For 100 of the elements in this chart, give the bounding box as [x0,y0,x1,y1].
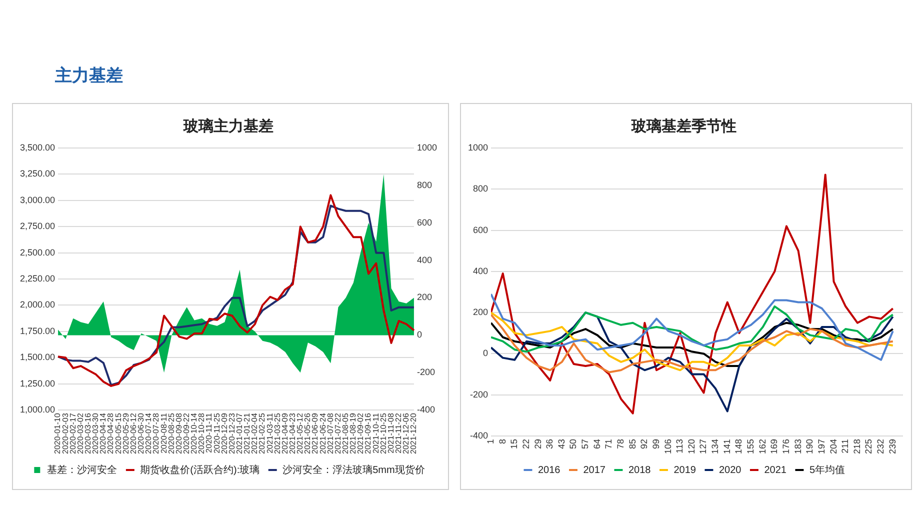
x-tick-label: 2020-11-25 [212,412,222,454]
x-tick-label: 2020-04-28 [106,412,116,454]
x-tick-label: 2020-02-03 [60,412,70,454]
x-tick-label: 113 [674,438,685,454]
x-tick-label: 232 [876,438,886,454]
x-tick-label: 2020-03-30 [91,412,100,454]
y-tick-label: 3,250.00 [20,168,56,179]
x-tick-label: 2020-06-30 [136,412,146,454]
legend-label: 5年均值 [809,464,846,476]
y-tick-label: 2,000.00 [20,300,56,310]
x-tick-label: 239 [887,438,898,454]
x-tick-label: 2021-01-07 [234,412,244,454]
x-tick-label: 2021-03-25 [272,412,282,454]
x-tick-label: 78 [616,438,626,449]
x-tick-label: 197 [816,438,826,454]
x-tick-label: 2020-03-16 [84,412,93,454]
x-tick-label: 2021-05-26 [303,412,312,454]
x-tick-label: 2020-08-25 [166,412,176,454]
y-tick-label: 3,500.00 [20,142,56,152]
x-tick-label: 85 [627,438,638,449]
x-tick-label: 2021-07-22 [333,412,342,454]
legend-label: 2020 [718,464,742,476]
x-tick-label: 99 [650,438,661,449]
y-tick-label: 1,500.00 [20,352,56,362]
x-tick-label: 2020-10-14 [190,412,199,454]
x-tick-label: 2021-09-16 [364,412,373,454]
y-tick-label: 1,750.00 [20,326,56,336]
x-tick-label: 2020-06-12 [128,412,138,454]
y-tick-label: -400 [470,430,488,440]
y-tick-label: 1000 [468,142,488,152]
x-tick-label: 2020-02-17 [68,412,78,454]
y2-tick-label: -200 [416,367,435,378]
y-tick-label: 800 [472,184,488,194]
x-tick-label: 218 [852,438,862,454]
x-tick-label: 2021-05-12 [296,412,305,454]
x-tick-label: 148 [734,438,744,454]
legend-label: 2019 [674,464,696,476]
x-tick-label: 2021-06-24 [318,412,328,454]
x-tick-label: 71 [604,438,614,449]
y-tick-label: -200 [470,389,488,400]
x-tick-label: 183 [792,438,803,454]
x-tick-label: 120 [686,438,696,454]
x-tick-label: 2021-10-11 [371,412,380,454]
legend-label: 2021 [764,464,787,476]
x-tick-label: 2020-10-28 [197,412,206,454]
x-tick-label: 2020-01-10 [53,412,62,454]
x-tick-label: 2021-09-02 [356,412,366,454]
x-tick-label: 2020-12-09 [220,412,229,454]
x-tick-label: 2020-09-22 [182,412,191,454]
x-tick-label: 190 [804,438,815,454]
x-tick-label: 2021-01-21 [242,412,252,454]
x-tick-label: 2020-07-28 [152,412,161,454]
legend-label: 2016 [538,464,561,476]
y-tick-label: 3,000.00 [20,194,56,205]
x-tick-label: 155 [746,438,756,454]
text: 主力基差 [55,65,123,87]
chart-title: 玻璃主力基差 [182,117,274,136]
y2-tick-label: 1000 [416,142,438,152]
x-tick-label: 204 [828,438,838,454]
x-tick-label: 2021-12-06 [402,412,411,454]
y2-tick-label: 800 [416,180,432,190]
x-tick-label: 57 [580,438,590,449]
x-tick-label: 15 [509,438,520,449]
legend-label: 2017 [583,464,606,476]
x-tick-label: 127 [698,438,708,454]
x-tick-label: 2021-11-22 [394,412,404,454]
x-tick-label: 2020-05-15 [114,412,123,454]
x-tick-label: 2021-11-08 [386,412,396,454]
x-tick-label: 211 [840,438,850,454]
x-tick-label: 176 [780,438,791,454]
x-tick-label: 2020-04-14 [98,412,108,454]
x-tick-label: 2021-07-08 [326,412,335,454]
y-tick-label: 0 [483,348,488,358]
y2-tick-label: 200 [416,292,432,302]
x-tick-label: 50 [568,438,578,449]
x-tick-label: 2020-08-11 [159,412,168,454]
x-tick-label: 1 [486,438,496,444]
x-tick-label: 22 [520,438,531,449]
x-tick-label: 2020-07-14 [144,412,154,454]
x-tick-label: 2021-12-20 [409,412,418,454]
x-tick-label: 134 [710,438,720,454]
y-tick-label: 400 [472,266,488,276]
y-tick-label: 1,250.00 [20,378,56,388]
y-tick-label: 600 [472,224,488,235]
x-tick-label: 2021-06-09 [310,412,320,454]
y-tick-label: 2,250.00 [20,274,56,284]
legend-label: 基差：沙河安全 [47,464,118,476]
y2-tick-label: -400 [416,404,435,415]
x-tick-label: 2021-08-19 [348,412,358,454]
x-tick-label: 2021-02-25 [258,412,267,454]
x-tick-label: 2021-04-23 [288,412,298,454]
x-tick-label: 29 [532,438,543,449]
x-tick-label: 106 [662,438,673,454]
x-tick-label: 2020-05-29 [121,412,130,454]
x-tick-label: 2021-03-11 [265,412,274,454]
x-tick-label: 64 [592,438,602,449]
x-tick-label: 2021-10-25 [378,412,388,454]
y-tick-label: 2,500.00 [20,247,56,258]
y-tick-label: 200 [472,307,488,318]
x-tick-label: 169 [769,438,780,454]
